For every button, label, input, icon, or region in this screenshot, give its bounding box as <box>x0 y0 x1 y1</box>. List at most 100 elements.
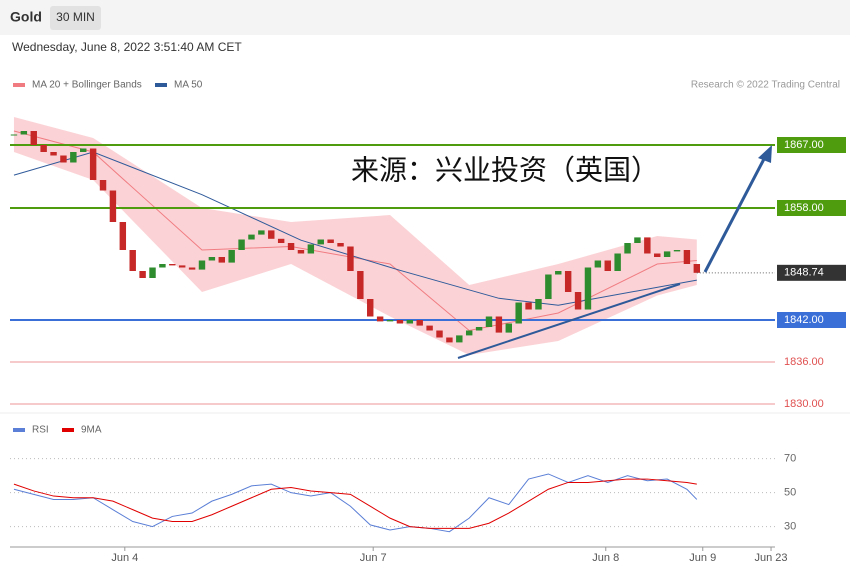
candle <box>129 250 136 271</box>
symbol: Gold <box>10 9 42 25</box>
candle <box>80 148 87 152</box>
candle <box>555 271 562 275</box>
y-tick-label: 30 <box>784 521 796 533</box>
candle <box>30 131 37 145</box>
ma-line <box>13 130 697 332</box>
candle <box>307 244 315 254</box>
candle <box>535 299 542 310</box>
candle <box>406 320 414 324</box>
candle <box>396 320 404 324</box>
candle <box>574 292 582 310</box>
bollinger-band <box>13 117 697 355</box>
level-label: 1830.00 <box>784 398 824 410</box>
candle <box>159 264 166 268</box>
candle <box>475 327 483 331</box>
header-bar <box>0 0 850 35</box>
candle <box>327 239 334 243</box>
candle <box>287 243 295 250</box>
legend-label: 9MA <box>81 425 102 436</box>
candle <box>139 271 146 278</box>
legend-swatch <box>13 83 25 87</box>
candle <box>268 230 275 239</box>
candle <box>584 267 592 310</box>
legend-label: MA 50 <box>174 80 203 91</box>
rsi-line <box>13 478 697 529</box>
candle <box>297 250 305 254</box>
candle <box>456 335 463 343</box>
legend-label: MA 20 + Bollinger Bands <box>32 80 142 91</box>
level-label: 1836.00 <box>784 356 824 368</box>
candle <box>614 253 621 271</box>
candle <box>644 237 651 254</box>
candle <box>416 320 423 326</box>
level-label: 1867.00 <box>784 139 824 151</box>
candle <box>634 237 641 243</box>
source: Research © 2022 Trading Central <box>691 80 840 91</box>
candle <box>277 238 285 243</box>
candle <box>248 234 255 240</box>
x-tick-label: Jun 9 <box>689 552 716 564</box>
interval-button[interactable] <box>50 6 101 30</box>
last-price-badge <box>777 264 846 281</box>
candle <box>40 145 47 152</box>
rsi-line <box>13 473 698 533</box>
candle <box>208 257 216 261</box>
candle <box>594 260 602 268</box>
candle <box>337 243 344 247</box>
legend-swatch <box>155 83 167 87</box>
candle <box>693 264 701 273</box>
y-tick-label: 50 <box>784 487 796 499</box>
candle <box>99 180 107 191</box>
candle <box>347 246 354 271</box>
x-tick-label: Jun 4 <box>111 552 138 564</box>
candle <box>624 243 631 254</box>
rsi-panel: 30 50 70 RSI 9MA Jun 4 Jun 7 Jun 8 Jun 9 Jun 23 <box>10 425 796 564</box>
candle <box>495 316 503 333</box>
candle <box>10 134 18 136</box>
candle <box>446 337 453 343</box>
candle <box>178 265 186 268</box>
legend-swatch <box>62 428 74 432</box>
candle <box>50 152 57 156</box>
candle <box>258 230 265 235</box>
timestamp: Wednesday, June 8, 2022 3:51:40 AM CET <box>12 40 242 54</box>
trend-line <box>457 283 681 359</box>
candle <box>545 274 552 299</box>
candle <box>169 264 176 266</box>
candle <box>60 155 67 163</box>
candle <box>604 260 611 271</box>
candle <box>654 253 661 257</box>
interval-label[interactable]: 30 MIN <box>56 10 95 24</box>
candle <box>367 299 374 317</box>
candle <box>228 250 235 263</box>
annotation: 来源：兴业投资（英国） <box>351 154 659 185</box>
candle <box>149 267 156 278</box>
candle <box>119 222 127 250</box>
candle <box>505 323 513 333</box>
candle <box>20 131 28 135</box>
x-tick-label: Jun 23 <box>755 552 788 564</box>
candle <box>485 316 493 327</box>
arrow-head <box>758 145 772 163</box>
forecast-arrow <box>703 158 766 273</box>
candle <box>683 250 691 264</box>
candle <box>525 302 532 310</box>
candle <box>465 330 473 336</box>
candle <box>386 320 394 322</box>
candle <box>70 152 77 163</box>
candle <box>188 267 196 270</box>
candle <box>238 239 245 250</box>
legend-swatch <box>13 428 25 432</box>
candle <box>218 257 226 263</box>
candle <box>515 302 522 324</box>
candle <box>317 239 324 245</box>
candle <box>673 250 681 252</box>
candle <box>357 271 364 299</box>
candle <box>109 190 117 222</box>
candle <box>376 316 384 322</box>
x-tick-label: Jun 8 <box>592 552 619 564</box>
candle <box>436 330 443 338</box>
y-tick-label: 70 <box>784 453 796 465</box>
